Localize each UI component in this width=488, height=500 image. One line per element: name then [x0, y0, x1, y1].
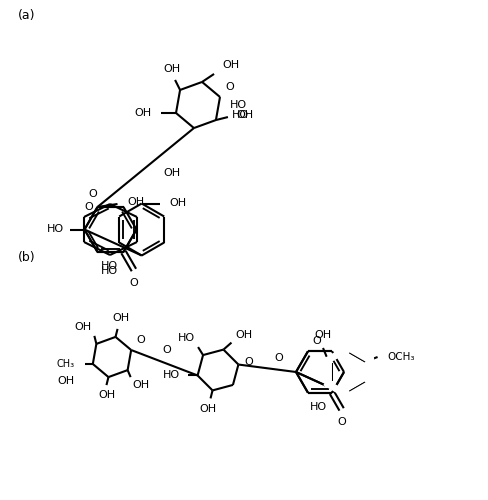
Text: HO: HO	[310, 402, 327, 412]
Text: HO: HO	[230, 100, 247, 110]
Text: OH: OH	[134, 108, 151, 118]
Text: HO: HO	[232, 110, 249, 120]
Text: OH: OH	[199, 404, 216, 414]
Text: OH: OH	[170, 198, 187, 208]
Text: O: O	[312, 336, 321, 346]
Text: OH: OH	[236, 330, 253, 340]
Text: OH: OH	[163, 168, 181, 177]
Text: HO: HO	[163, 370, 180, 380]
Text: (a): (a)	[18, 8, 36, 22]
Text: HO: HO	[47, 224, 64, 234]
Text: HO: HO	[102, 266, 119, 276]
Text: OH: OH	[74, 322, 91, 332]
Text: OH: OH	[58, 376, 75, 386]
Text: OH: OH	[236, 110, 253, 120]
Text: OCH₃: OCH₃	[387, 352, 415, 362]
Text: OH: OH	[98, 390, 115, 400]
Text: OH: OH	[222, 60, 239, 70]
Text: O: O	[162, 344, 171, 354]
Text: O: O	[136, 335, 145, 345]
Text: OH: OH	[112, 313, 129, 323]
Text: OH: OH	[127, 197, 144, 207]
Text: O: O	[337, 418, 346, 428]
Text: OH: OH	[163, 64, 181, 74]
Text: CH₃: CH₃	[57, 359, 75, 369]
Text: O: O	[274, 354, 283, 364]
Text: O: O	[244, 356, 253, 366]
Text: O: O	[89, 189, 98, 199]
Text: HO: HO	[178, 333, 195, 343]
Text: HO: HO	[102, 261, 119, 271]
Text: O: O	[129, 278, 138, 288]
Text: O: O	[85, 202, 94, 212]
Text: O: O	[225, 82, 234, 92]
Text: (b): (b)	[18, 250, 36, 264]
Text: OH: OH	[133, 380, 150, 390]
Text: OH: OH	[314, 330, 331, 340]
